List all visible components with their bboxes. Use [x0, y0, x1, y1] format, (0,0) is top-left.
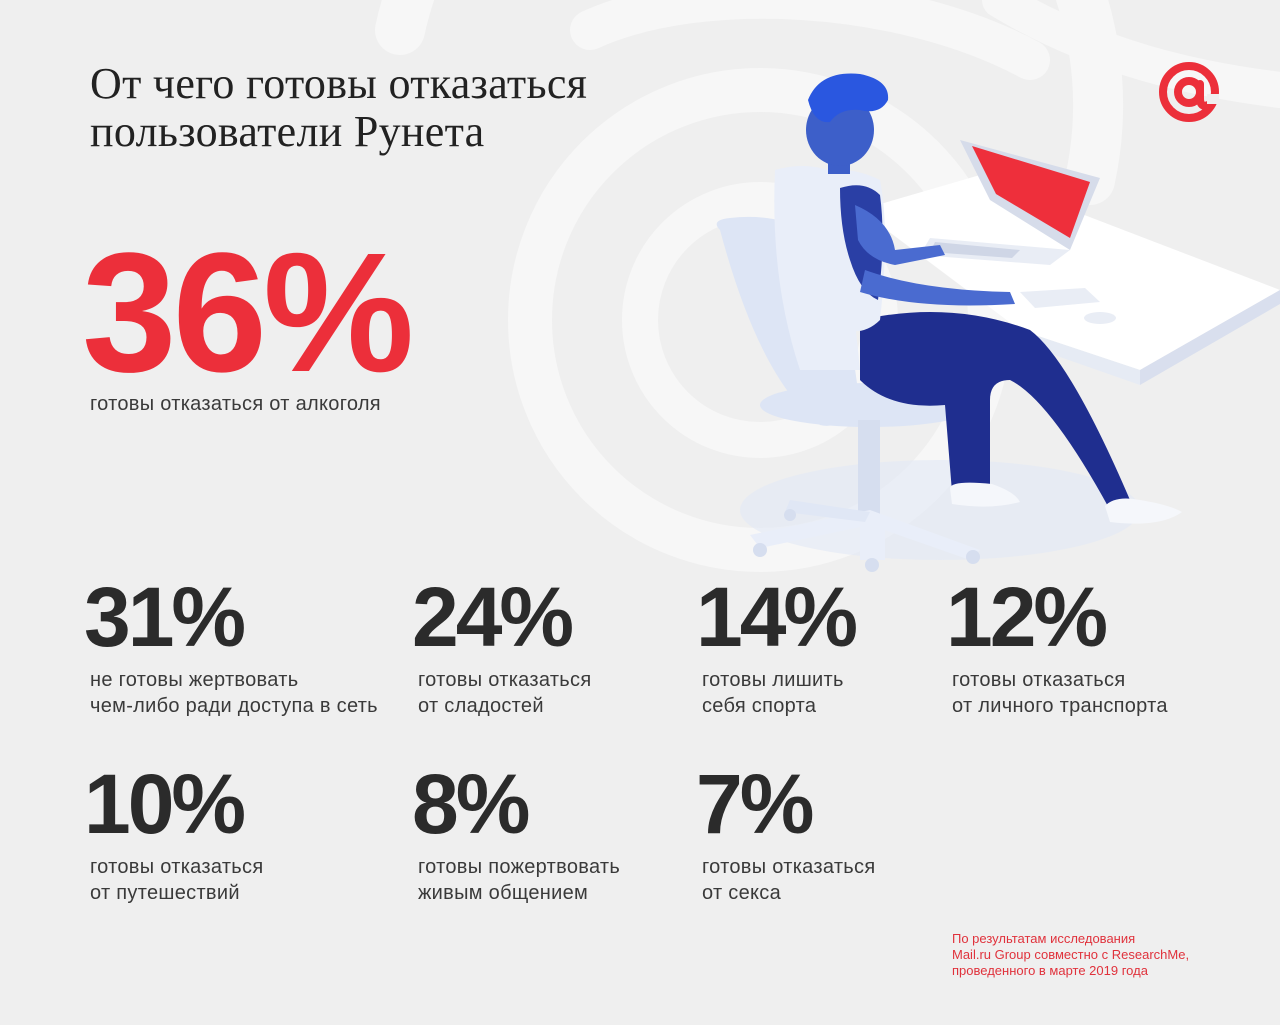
page-title: От чего готовы отказаться пользователи Р…: [90, 59, 588, 156]
stat-value: 31%: [84, 570, 246, 664]
stat-value: 14%: [696, 570, 858, 664]
stat-caption: готовы лишить себя спорта: [702, 669, 844, 717]
stat-sex: 7% готовы отказаться от секса: [696, 762, 875, 906]
stat-sport: 14% готовы лишить себя спорта: [696, 570, 858, 719]
stat-caption: готовы пожертвовать живым общением: [418, 856, 621, 904]
stat-caption: не готовы жертвовать чем-либо ради досту…: [90, 669, 378, 717]
source-note: По результатам исследования Mail.ru Grou…: [952, 931, 1190, 978]
stat-caption: готовы отказаться от путешествий: [90, 856, 264, 904]
stat-value: 12%: [946, 570, 1108, 664]
at-sign-icon: [1159, 62, 1219, 122]
stat-value: 10%: [84, 757, 246, 851]
stat-value: 24%: [412, 570, 574, 664]
hero-caption: готовы отказаться от алкоголя: [90, 393, 381, 415]
hero-percentage: 36%: [82, 218, 414, 408]
stat-value: 8%: [412, 757, 530, 851]
stat-caption: готовы отказаться от секса: [702, 856, 876, 904]
stat-transport: 12% готовы отказаться от личного транспо…: [946, 575, 1168, 719]
stat-caption: готовы отказаться от сладостей: [418, 669, 592, 717]
stat-value: 7%: [696, 757, 814, 851]
desk: [860, 175, 1280, 370]
stat-communication: 8% готовы пожертвовать живым общением: [412, 762, 620, 906]
person-at-laptop-illustration: [716, 73, 1280, 572]
stat-caption: готовы отказаться от личного транспорта: [952, 669, 1168, 717]
stat-sweets: 24% готовы отказаться от сладостей: [412, 575, 591, 719]
stat-travel: 10% готовы отказаться от путешествий: [84, 762, 263, 906]
stat-internet: 31% не готовы жертвовать чем-либо ради д…: [84, 575, 378, 719]
